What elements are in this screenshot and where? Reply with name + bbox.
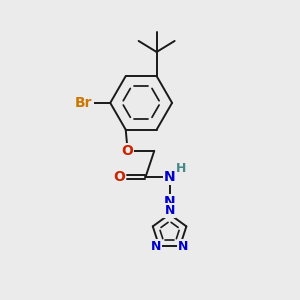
Text: N: N [178,240,188,253]
Text: O: O [113,170,125,184]
Text: N: N [164,170,176,184]
Text: N: N [164,204,175,217]
Text: Br: Br [75,96,92,110]
Text: O: O [121,144,133,158]
Text: H: H [176,162,186,175]
Text: N: N [164,195,176,209]
Text: N: N [151,240,161,253]
